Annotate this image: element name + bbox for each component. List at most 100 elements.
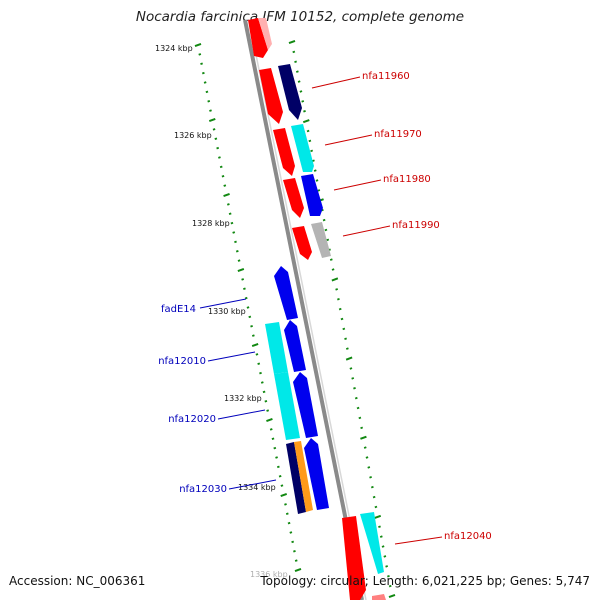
right-track-minor-tick xyxy=(365,456,369,459)
left-track-minor-tick xyxy=(251,334,255,337)
left-track-minor-tick xyxy=(259,371,262,375)
gene-arrow-top-pink[interactable] xyxy=(258,18,272,50)
leader-nfa12040 xyxy=(394,536,443,545)
right-track-minor-tick xyxy=(331,268,335,271)
right-track-minor-tick xyxy=(308,139,312,143)
leader-nfa12020 xyxy=(217,409,266,420)
gene-features xyxy=(248,18,386,600)
genome-backbone-shadow xyxy=(248,19,367,600)
gene-arrow-gray-1[interactable] xyxy=(311,222,331,258)
right-track-minor-tick xyxy=(299,90,303,93)
left-track-major-tick xyxy=(266,417,273,423)
gene-arrow-pink-bottom[interactable] xyxy=(372,594,386,600)
right-track-minor-tick xyxy=(349,367,353,370)
left-track-minor-tick xyxy=(214,137,218,140)
gene-arrow-top-red[interactable] xyxy=(248,18,268,58)
left-track-minor-tick xyxy=(287,521,291,525)
gene-arrow-cyan-3[interactable] xyxy=(274,372,300,440)
gene-arrow-red-3[interactable] xyxy=(283,178,304,218)
gene-arrow-cyan-4[interactable] xyxy=(360,512,384,574)
gene-label-nfa11960[interactable]: nfa11960 xyxy=(362,71,410,82)
gene-arrow-blue-1[interactable] xyxy=(301,174,323,216)
right-track-minor-tick xyxy=(342,327,346,331)
right-track-minor-tick xyxy=(326,238,330,242)
genome-backbone xyxy=(243,19,364,600)
right-track-major-tick xyxy=(302,119,310,124)
right-track-minor-tick xyxy=(358,416,362,420)
gene-label-nfa12040[interactable]: nfa12040 xyxy=(444,531,492,542)
gene-arrow-red-1[interactable] xyxy=(259,68,283,124)
right-track-major-tick xyxy=(360,435,367,440)
left-track-minor-tick xyxy=(228,212,232,215)
left-track-minor-tick xyxy=(198,53,202,56)
gene-arrow-red-5[interactable] xyxy=(342,516,366,600)
left-track-minor-tick xyxy=(271,437,275,440)
right-track-major-tick xyxy=(345,356,353,361)
right-track-minor-tick xyxy=(369,476,372,479)
right-track-minor-tick xyxy=(387,574,390,578)
gene-arrow-navy-1[interactable] xyxy=(278,64,302,120)
left-track-minor-tick xyxy=(250,325,253,328)
left-track-minor-tick xyxy=(269,428,273,431)
right-track-minor-tick xyxy=(372,495,376,499)
gene-arrow-red-4[interactable] xyxy=(292,226,312,260)
gene-label-fade14[interactable]: fadE14 xyxy=(161,304,196,315)
right-track-minor-tick xyxy=(301,100,305,103)
left-track-minor-tick xyxy=(275,456,278,459)
right-track-minor-tick xyxy=(338,307,342,311)
gene-label-nfa11970[interactable]: nfa11970 xyxy=(374,129,422,140)
left-track-minor-tick xyxy=(273,446,277,450)
gene-arrow-blue-4[interactable] xyxy=(304,438,329,510)
left-track-minor-tick xyxy=(248,315,252,319)
gene-arrow-blue-2[interactable] xyxy=(284,320,306,372)
left-track-minor-tick xyxy=(221,175,225,178)
gene-arrow-navy-2[interactable] xyxy=(286,442,306,514)
gene-label-nfa11980[interactable]: nfa11980 xyxy=(383,174,431,185)
left-track-major-tick xyxy=(251,342,259,348)
leader-nfa11970 xyxy=(324,134,373,146)
gene-arrow-cyan-1[interactable] xyxy=(291,124,314,172)
gene-arrow-blue-fade14[interactable] xyxy=(274,266,298,320)
left-track-minor-tick xyxy=(293,550,296,553)
leader-nfa11990 xyxy=(342,225,391,237)
right-track-minor-tick xyxy=(388,584,392,588)
right-track-minor-tick xyxy=(383,555,387,558)
scale-label-1330: 1330 kbp xyxy=(208,307,246,316)
gene-arrow-red-2[interactable] xyxy=(273,128,295,176)
left-track-minor-tick xyxy=(246,306,250,309)
right-track-minor-tick xyxy=(370,485,374,489)
gene-label-nfa12010[interactable]: nfa12010 xyxy=(158,356,206,367)
gene-label-nfa12020[interactable]: nfa12020 xyxy=(168,414,216,425)
right-track-minor-tick xyxy=(322,218,326,222)
left-track-minor-tick xyxy=(234,240,237,244)
leader-nfa12030 xyxy=(228,479,277,490)
scale-label-1332: 1332 kbp xyxy=(224,394,262,403)
left-track-minor-tick xyxy=(289,531,293,534)
left-track-minor-tick xyxy=(203,81,207,84)
right-track-minor-tick xyxy=(340,317,344,321)
left-track-minor-tick xyxy=(216,146,220,150)
label-leaders xyxy=(199,76,443,545)
gene-arrow-orange-1[interactable] xyxy=(294,441,313,512)
leader-nfa12010 xyxy=(207,351,256,362)
right-track-minor-tick xyxy=(344,337,347,341)
left-track-major-tick xyxy=(208,117,216,123)
left-track-minor-tick xyxy=(280,484,284,487)
leader-fade14 xyxy=(199,298,247,309)
right-track-minor-tick xyxy=(345,347,349,350)
gene-label-nfa11990[interactable]: nfa11990 xyxy=(392,220,440,231)
left-track-major-tick xyxy=(280,492,288,498)
right-track-minor-tick xyxy=(356,406,360,410)
tick-track-right xyxy=(288,39,396,599)
leader-nfa11960 xyxy=(311,76,361,89)
right-track-major-tick xyxy=(331,277,339,282)
left-track-minor-tick xyxy=(278,475,282,478)
left-track-minor-tick xyxy=(243,287,246,290)
gene-arrow-cyan-2[interactable] xyxy=(265,322,288,374)
left-track-minor-tick xyxy=(230,221,234,225)
gene-label-nfa12030[interactable]: nfa12030 xyxy=(179,484,227,495)
gene-arrow-blue-3[interactable] xyxy=(293,372,318,438)
right-track-minor-tick xyxy=(337,297,340,301)
scale-labels: 1324 kbp 1326 kbp 1328 kbp 1330 kbp 1332… xyxy=(155,44,288,579)
left-track-minor-tick xyxy=(241,278,245,281)
